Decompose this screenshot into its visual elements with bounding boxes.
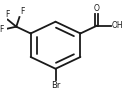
Text: O: O <box>94 4 100 13</box>
Text: F: F <box>0 25 4 34</box>
Text: F: F <box>5 10 10 19</box>
Text: OH: OH <box>112 21 123 30</box>
Text: F: F <box>21 7 25 16</box>
Text: Br: Br <box>51 81 60 90</box>
